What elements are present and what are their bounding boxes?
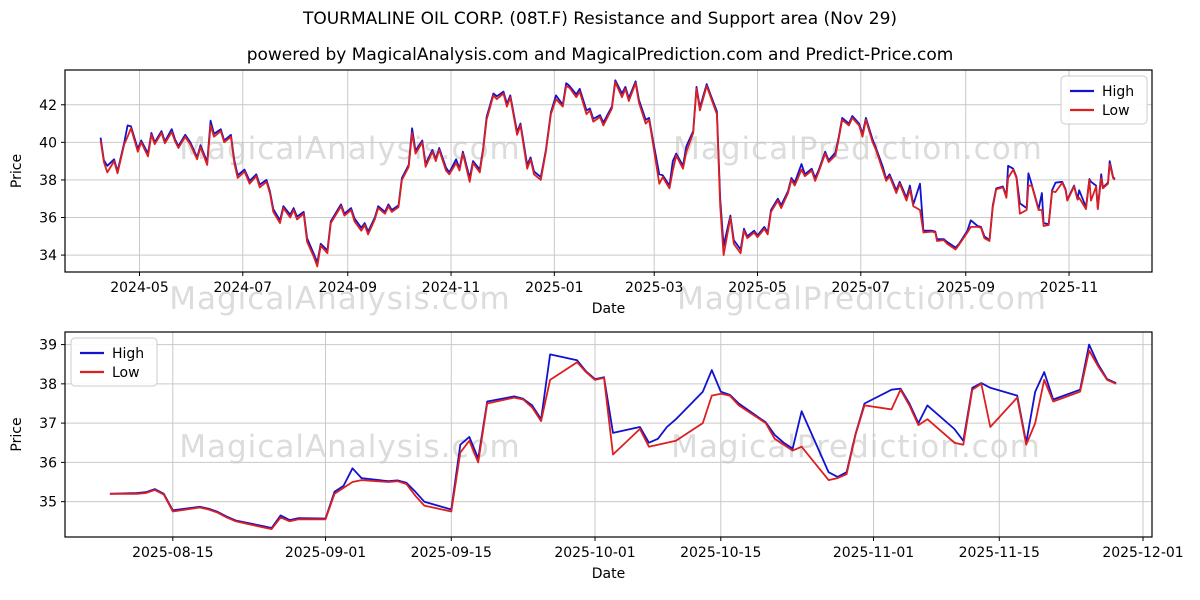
y-tick-label: 38 [39,377,57,393]
legend-box [70,337,158,387]
x-tick-label: 2025-11-15 [959,545,1040,561]
x-tick-label: 2025-03 [625,280,684,296]
x-axis-label: Date [592,301,625,317]
y-tick-label: 42 [39,98,57,114]
y-tick-label: 39 [39,338,57,354]
axes-frame [64,69,1153,273]
y-tick-label: 34 [39,248,57,264]
x-tick-label: 2025-07 [832,280,891,296]
y-axis-label: Price [9,417,25,451]
x-tick-label: 2024-11 [422,280,481,296]
legend-label: Low [1102,103,1130,119]
legend-label: High [1102,84,1134,100]
x-tick-label: 2025-08-15 [132,545,213,561]
watermark-text: MagicalAnalysis.com [169,281,511,317]
watermark-text: MagicalAnalysis.com [179,429,521,465]
x-tick-label: 2025-01 [525,280,584,296]
x-tick-label: 2025-09-01 [285,545,366,561]
watermark-text: MagicalPrediction.com [673,131,1043,167]
low-series-line [109,349,1117,530]
y-tick-label: 36 [39,211,57,227]
high-series-line [109,343,1117,529]
high-series-line [99,79,1116,264]
x-tick-label: 2024-09 [319,280,378,296]
x-tick-label: 2025-10-01 [554,545,635,561]
x-tick-label: 2025-10-15 [680,545,761,561]
x-axis-label: Date [592,566,625,582]
x-tick-label: 2025-11 [1040,280,1099,296]
x-tick-label: 2024-05 [110,280,169,296]
legend-label: High [112,346,144,362]
y-tick-label: 35 [39,495,57,511]
x-tick-label: 2025-11-01 [833,545,914,561]
y-tick-label: 36 [39,455,57,471]
y-tick-label: 38 [39,173,57,189]
watermark-text: MagicalAnalysis.com [179,131,521,167]
legend-box [1060,75,1148,125]
x-tick-label: 2025-12-01 [1102,545,1183,561]
x-tick-label: 2025-09 [937,280,996,296]
y-axis-label: Price [9,154,25,188]
legend-label: Low [112,365,140,381]
x-tick-label: 2025-09-15 [411,545,492,561]
x-tick-label: 2025-05 [728,280,787,296]
axes-frame [64,331,1153,538]
y-tick-label: 40 [39,135,57,151]
watermark-text: MagicalPrediction.com [677,281,1047,317]
low-series-line [99,81,1116,268]
page-title: TOURMALINE OIL CORP. (08T.F) Resistance … [302,9,898,29]
page-subtitle: powered by MagicalAnalysis.com and Magic… [246,45,954,65]
y-tick-label: 37 [39,416,57,432]
x-tick-label: 2024-07 [214,280,273,296]
